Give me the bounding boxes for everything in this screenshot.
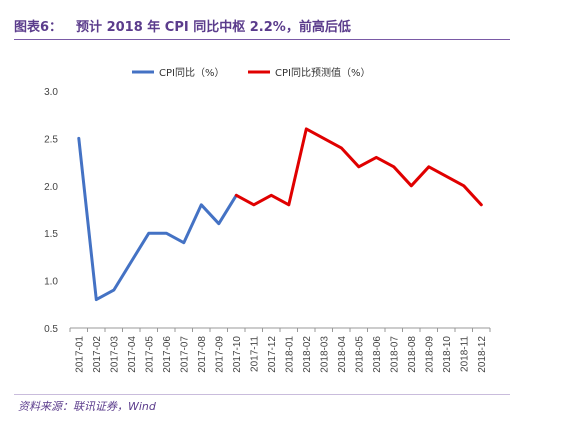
y-tick-label: 2.5 xyxy=(44,134,58,145)
x-tick-label: 2018-10 xyxy=(442,336,453,373)
x-tick-label: 2017-04 xyxy=(127,336,138,373)
x-tick-label: 2018-03 xyxy=(319,336,330,373)
x-tick-label: 2018-05 xyxy=(354,336,365,373)
source-note: 资料来源：联讯证券，Wind xyxy=(18,400,156,413)
legend-label: CPI同比（%） xyxy=(159,67,224,79)
series-line-cpi-forecast xyxy=(234,127,483,207)
x-tick-label: 2017-12 xyxy=(267,336,278,373)
x-tick-label: 2018-07 xyxy=(389,336,400,373)
legend-label: CPI同比预测值（%） xyxy=(275,66,370,79)
x-tick-label: 2018-09 xyxy=(424,336,435,373)
x-tick-label: 2017-02 xyxy=(92,336,103,373)
y-tick-label: 2.0 xyxy=(44,182,58,193)
source-divider xyxy=(14,394,510,395)
x-tick-label: 2017-10 xyxy=(232,336,243,373)
title-divider xyxy=(14,39,510,40)
x-tick-label: 2017-05 xyxy=(144,336,155,373)
y-tick-label: 1.5 xyxy=(44,229,58,240)
x-tick-label: 2017-03 xyxy=(109,336,120,373)
x-tick-label: 2017-07 xyxy=(179,336,190,373)
chart-title: 图表6： 预计 2018 年 CPI 同比中枢 2.2%，前高后低 xyxy=(14,16,351,35)
x-tick-label: 2017-11 xyxy=(249,336,260,372)
x-tick-label: 2018-04 xyxy=(337,336,348,373)
y-tick-label: 1.0 xyxy=(44,277,58,288)
x-tick-label: 2017-09 xyxy=(214,336,225,373)
x-tick-label: 2017-08 xyxy=(197,336,208,373)
x-tick-label: 2017-06 xyxy=(162,336,173,373)
x-tick-label: 2018-06 xyxy=(372,336,383,373)
x-tick-label: 2018-08 xyxy=(407,336,418,373)
x-tick-label: 2017-01 xyxy=(74,336,85,373)
y-tick-label: 0.5 xyxy=(44,324,58,335)
x-tick-label: 2018-02 xyxy=(302,336,313,373)
x-tick-label: 2018-12 xyxy=(477,336,488,373)
figure-label: 图表6： xyxy=(14,20,63,35)
figure-title: 预计 2018 年 CPI 同比中枢 2.2%，前高后低 xyxy=(76,20,351,35)
y-tick-label: 3.0 xyxy=(44,87,58,98)
x-tick-label: 2018-11 xyxy=(459,336,470,372)
series-line-cpi-actual xyxy=(77,136,238,302)
x-tick-label: 2018-01 xyxy=(284,336,295,373)
